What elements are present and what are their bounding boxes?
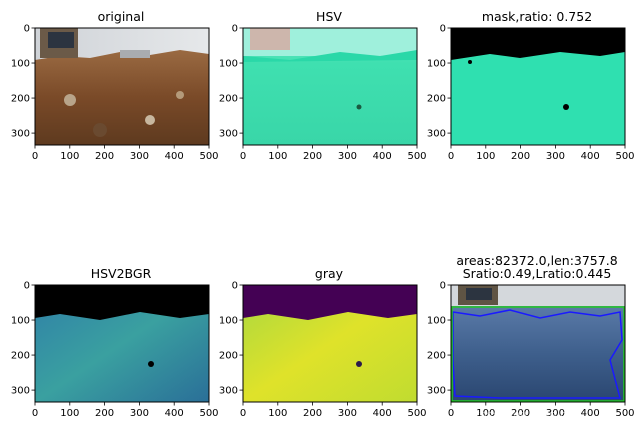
panel-title-contours-line2: Sratio:0.49,Lratio:0.445 [463, 266, 612, 281]
x-tick-label: 100 [476, 408, 495, 419]
x-tick-label: 200 [95, 151, 114, 162]
x-tick-label: 100 [268, 408, 287, 419]
image-original [35, 28, 209, 145]
x-tick-label: 100 [60, 408, 79, 419]
x-tick-label: 400 [373, 408, 392, 419]
x-tick-label: 500 [407, 408, 426, 419]
y-tick-label: 300 [11, 386, 30, 397]
panel-original: original 0 100 200 300 400 500 0 100 200 300 [11, 9, 219, 162]
watermark: https://blog.csdn.net/... [464, 408, 593, 421]
y-tick-label: 0 [24, 24, 30, 35]
x-tick-label: 0 [240, 408, 246, 419]
image-gray [243, 285, 417, 402]
x-tick-label: 500 [615, 408, 634, 419]
y-tick-label: 300 [427, 129, 446, 140]
x-tick-label: 300 [546, 151, 565, 162]
y-tick-label: 0 [24, 281, 30, 292]
x-tick-label: 200 [95, 408, 114, 419]
x-tick-label: 100 [60, 151, 79, 162]
y-tick-label: 300 [427, 386, 446, 397]
image-contours [451, 285, 625, 402]
y-tick-label: 100 [11, 59, 30, 70]
x-tick-label: 500 [615, 151, 634, 162]
x-tick-label: 0 [32, 408, 38, 419]
x-tick-label: 200 [303, 408, 322, 419]
y-tick-label: 100 [219, 59, 238, 70]
x-tick-label: 0 [448, 408, 454, 419]
x-tick-label: 400 [165, 408, 184, 419]
axes-frame-original [34, 27, 210, 146]
x-tick-label: 300 [130, 151, 149, 162]
image-hsv [243, 28, 417, 145]
panel-title-hsv: HSV [316, 9, 342, 24]
panel-title-mask: mask,ratio: 0.752 [482, 9, 592, 24]
x-tick-label: 100 [476, 151, 495, 162]
x-tick-label: 500 [407, 151, 426, 162]
panel-title-hsv2bgr: HSV2BGR [91, 266, 152, 281]
y-tick-label: 0 [232, 281, 238, 292]
y-tick-label: 0 [232, 24, 238, 35]
panel-contours: areas:82372.0,len:3757.8 Sratio:0.49,Lra… [427, 253, 635, 419]
y-tick-label: 100 [427, 316, 446, 327]
panel-title-contours-line1: areas:82372.0,len:3757.8 [456, 253, 617, 268]
x-tick-label: 400 [165, 151, 184, 162]
x-tick-label: 300 [338, 151, 357, 162]
image-hsv2bgr [35, 285, 209, 402]
y-tick-label: 200 [11, 94, 30, 105]
panel-gray: gray 0 100 200 300 400 500 0 100 200 300 [219, 266, 427, 419]
x-tick-label: 200 [511, 151, 530, 162]
x-tick-label: 400 [373, 151, 392, 162]
x-tick-label: 500 [199, 408, 218, 419]
y-tick-label: 300 [219, 129, 238, 140]
x-tick-label: 500 [199, 151, 218, 162]
x-tick-label: 300 [546, 408, 565, 419]
x-tick-label: 300 [130, 408, 149, 419]
x-tick-label: 0 [240, 151, 246, 162]
panel-title-gray: gray [315, 266, 344, 281]
image-mask [451, 28, 625, 145]
y-tick-label: 200 [219, 94, 238, 105]
y-tick-label: 100 [427, 59, 446, 70]
y-tick-label: 200 [219, 351, 238, 362]
y-tick-label: 200 [427, 351, 446, 362]
axes-frame-contours [450, 284, 626, 403]
x-tick-label: 400 [581, 151, 600, 162]
x-tick-label: 0 [448, 151, 454, 162]
y-tick-label: 0 [440, 24, 446, 35]
y-tick-label: 100 [219, 316, 238, 327]
y-tick-label: 0 [440, 281, 446, 292]
y-tick-label: 200 [11, 351, 30, 362]
x-tick-label: 200 [511, 408, 530, 419]
y-tick-label: 300 [219, 386, 238, 397]
panel-hsv2bgr: HSV2BGR 0 100 200 300 400 500 0 100 200 300 [11, 266, 219, 419]
axes-frame-mask [450, 27, 626, 146]
x-tick-label: 300 [338, 408, 357, 419]
panel-mask: mask,ratio: 0.752 0 100 200 300 400 500 0 100 20… [427, 9, 635, 162]
panel-hsv: HSV 0 100 200 300 400 500 0 100 200 300 [219, 9, 427, 162]
axes-frame-hsv2bgr [34, 284, 210, 403]
y-tick-label: 200 [427, 94, 446, 105]
panel-title-original: original [98, 9, 145, 24]
axes-frame-hsv [242, 27, 418, 146]
x-tick-label: 400 [581, 408, 600, 419]
y-tick-label: 300 [11, 129, 30, 140]
x-tick-label: 200 [303, 151, 322, 162]
axes-frame-gray [242, 284, 418, 403]
x-tick-label: 100 [268, 151, 287, 162]
x-tick-label: 0 [32, 151, 38, 162]
y-tick-label: 100 [11, 316, 30, 327]
